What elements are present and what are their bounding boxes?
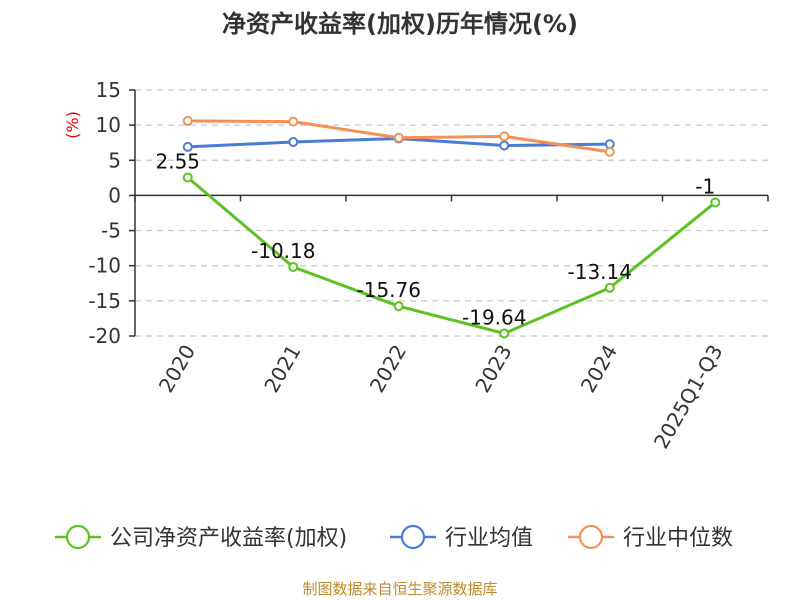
y-tick-label: -10 bbox=[88, 254, 121, 278]
data-label: 2.55 bbox=[155, 150, 200, 174]
legend-marker-industry-median bbox=[578, 524, 604, 550]
y-tick-labels: 15 10 5 0 -5 -10 -15 -20 bbox=[88, 78, 121, 348]
x-tick-label: 2025Q1-Q3 bbox=[649, 341, 728, 453]
company-roe-point bbox=[604, 282, 615, 293]
y-tick-label: 5 bbox=[108, 148, 121, 172]
data-labels: 2.55 -10.18 -15.76 -19.64 -13.14 -1 bbox=[155, 150, 715, 330]
company-roe-point bbox=[288, 261, 299, 272]
legend-item-industry-mean[interactable]: 行业均值 bbox=[390, 524, 533, 551]
x-tick-label: 2023 bbox=[470, 341, 516, 397]
data-label: -10.18 bbox=[251, 239, 315, 263]
legend-marker-company-roe bbox=[65, 524, 91, 550]
data-label: -1 bbox=[695, 174, 715, 198]
chart-title: 净资产收益率(加权)历年情况(%) bbox=[222, 10, 578, 38]
legend-label-company-roe: 公司净资产收益率(加权) bbox=[110, 526, 347, 551]
data-label: -15.76 bbox=[357, 278, 421, 302]
x-tick-label: 2020 bbox=[154, 341, 200, 397]
company-roe-point bbox=[393, 301, 404, 312]
x-tick-label: 2021 bbox=[259, 341, 305, 397]
y-tick-label: -5 bbox=[101, 219, 121, 243]
x-tick-label: 2024 bbox=[576, 341, 622, 397]
industry-mean-point bbox=[499, 140, 510, 151]
x-tick-labels: 2020 2021 2022 2023 2024 2025Q1-Q3 bbox=[154, 341, 728, 453]
industry-median-point bbox=[288, 116, 299, 127]
company-roe-point bbox=[710, 197, 721, 208]
legend-marker-industry-mean bbox=[400, 524, 426, 550]
industry-median-point bbox=[604, 146, 615, 157]
legend-item-company-roe[interactable]: 公司净资产收益率(加权) bbox=[55, 524, 347, 551]
axes bbox=[129, 89, 769, 337]
legend-label-industry-median: 行业中位数 bbox=[623, 526, 733, 551]
company-roe-line bbox=[186, 176, 717, 335]
y-tick-label: -20 bbox=[88, 324, 121, 348]
x-tick-label: 2022 bbox=[365, 341, 411, 397]
series-lines bbox=[182, 115, 721, 339]
company-roe-point bbox=[499, 328, 510, 339]
y-tick-label: 10 bbox=[96, 113, 121, 137]
source-note: 制图数据来自恒生聚源数据库 bbox=[302, 580, 497, 598]
industry-median-point bbox=[393, 132, 404, 143]
y-axis-unit: (%) bbox=[63, 111, 82, 139]
data-label: -19.64 bbox=[462, 305, 526, 329]
legend[interactable]: 公司净资产收益率(加权) 行业均值 行业中位数 bbox=[55, 524, 733, 551]
industry-median-point bbox=[499, 131, 510, 142]
data-label: -13.14 bbox=[568, 260, 632, 284]
industry-median-point bbox=[182, 115, 193, 126]
legend-item-industry-median[interactable]: 行业中位数 bbox=[568, 524, 733, 551]
legend-label-industry-mean: 行业均值 bbox=[445, 526, 533, 551]
company-roe-point bbox=[182, 172, 193, 183]
y-tick-label: 15 bbox=[96, 78, 121, 102]
industry-mean-point bbox=[182, 141, 193, 152]
industry-mean-point bbox=[288, 137, 299, 148]
y-tick-label: -15 bbox=[88, 289, 121, 313]
y-tick-label: 0 bbox=[108, 183, 121, 207]
